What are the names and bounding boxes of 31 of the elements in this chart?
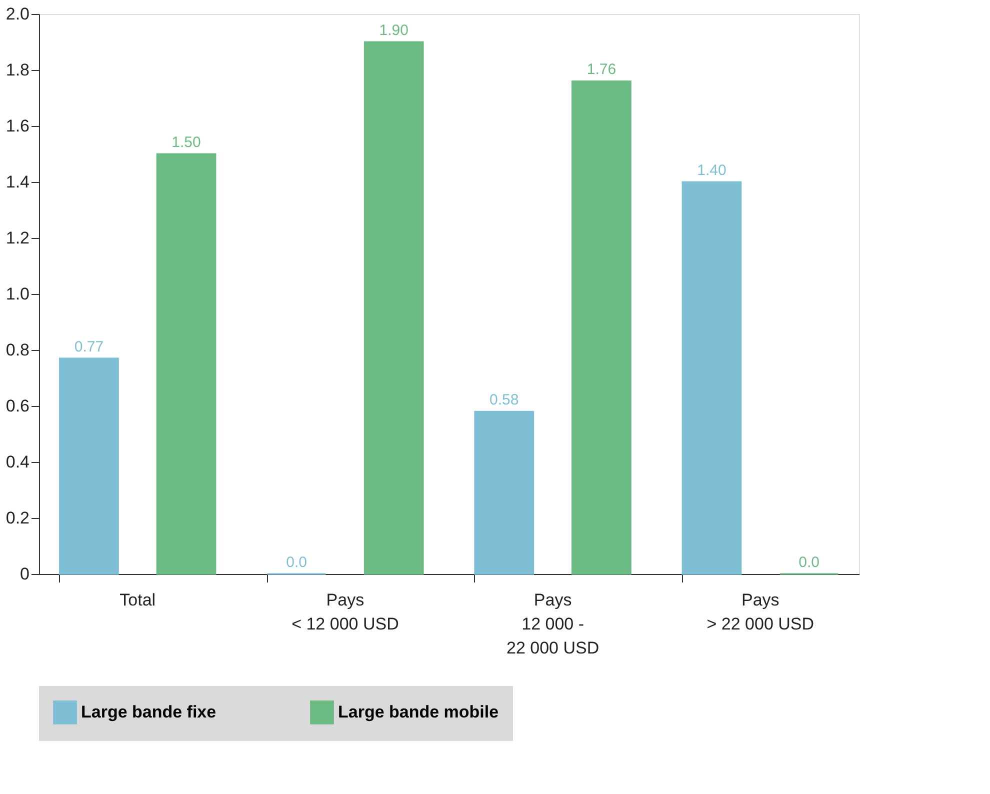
- data-label: 1.90: [379, 22, 408, 39]
- y-tick-label: 0.2: [6, 508, 30, 528]
- x-tick-label: Pays < 12 000 USD: [292, 590, 399, 634]
- data-label: 1.50: [172, 134, 201, 151]
- y-tick-label: 0: [20, 564, 30, 584]
- y-tick-label: 0.8: [6, 340, 30, 360]
- y-tick-label: 1.2: [6, 228, 30, 248]
- y-tick-label: 1.6: [6, 116, 30, 136]
- data-label: 0.58: [490, 392, 519, 409]
- x-tick-label: Total: [120, 590, 156, 610]
- bar: [59, 358, 119, 575]
- legend-label: Large bande fixe: [81, 702, 216, 722]
- x-tick-label: Pays 12 000 - 22 000 USD: [506, 590, 600, 658]
- legend-label: Large bande mobile: [338, 702, 499, 722]
- data-label: 0.0: [798, 554, 820, 571]
- x-tick-label: Pays > 22 000 USD: [706, 590, 814, 634]
- y-tick-label: 1.8: [6, 60, 30, 80]
- data-label: 1.40: [697, 162, 726, 179]
- y-tick-label: 2.0: [6, 4, 30, 24]
- data-label: 0.77: [74, 338, 104, 356]
- bar: [364, 41, 424, 575]
- y-tick-label: 0.6: [6, 396, 30, 416]
- bar: [572, 80, 632, 575]
- bar: [156, 153, 216, 575]
- data-label: 1.76: [586, 61, 616, 78]
- y-tick-label: 1.4: [6, 172, 30, 192]
- bar: [474, 410, 534, 575]
- y-tick-label: 1.0: [6, 284, 30, 304]
- data-label: 0.0: [286, 554, 307, 571]
- bar: [682, 181, 742, 575]
- y-tick-label: 0.4: [6, 452, 30, 472]
